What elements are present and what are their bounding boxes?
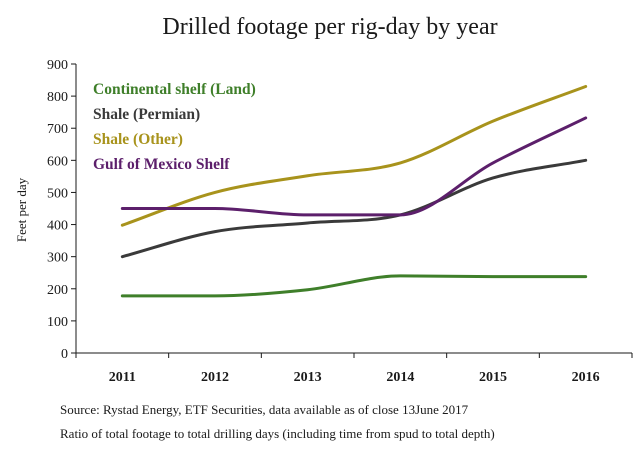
- legend: Continental shelf (Land) Shale (Permian) S…: [93, 81, 256, 173]
- y-tick-label: 200: [47, 283, 68, 298]
- x-tick-label: 2013: [294, 370, 322, 385]
- method-note: Ratio of total footage to total drilling…: [60, 426, 495, 441]
- series-line-shale-permian: [120, 158, 588, 259]
- chart-title: Drilled footage per rig-day by year: [162, 14, 497, 40]
- legend-entry-shale-other: Shale (Other): [93, 131, 183, 148]
- series-line-continental-shelf-land: [120, 274, 588, 298]
- y-tick-label: 0: [61, 347, 68, 362]
- y-tick-label: 100: [47, 315, 68, 330]
- x-tick-label: 2016: [572, 370, 600, 385]
- legend-entry-gulf-of-mexico-shelf: Gulf of Mexico Shelf: [93, 156, 230, 173]
- y-tick-label: 400: [47, 219, 68, 234]
- series-line-gulf-of-mexico-shelf: [120, 116, 588, 217]
- y-tick-label: 300: [47, 251, 68, 266]
- x-tick-label: 2014: [386, 370, 414, 385]
- source-note: Source: Rystad Energy, ETF Securities, d…: [60, 402, 469, 417]
- y-tick-label: 500: [47, 186, 68, 201]
- y-tick-label: 600: [47, 154, 68, 169]
- y-axis-label: Feet per day: [14, 177, 29, 242]
- legend-entry-shale-permian: Shale (Permian): [93, 106, 200, 123]
- legend-entry-continental-shelf-land: Continental shelf (Land): [93, 81, 256, 98]
- series-line-shale-other: [120, 84, 588, 227]
- x-tick-label: 2011: [109, 370, 136, 385]
- y-tick-label: 800: [47, 90, 68, 105]
- series-layer: [120, 84, 588, 298]
- y-tick-label: 700: [47, 122, 68, 137]
- x-tick-label: 2015: [479, 370, 507, 385]
- axes: 0 100 200 300 400 500 600 700 800 900 2011 2012 2013…: [47, 58, 633, 385]
- x-tick-label: 2012: [201, 370, 229, 385]
- y-tick-label: 900: [47, 58, 68, 73]
